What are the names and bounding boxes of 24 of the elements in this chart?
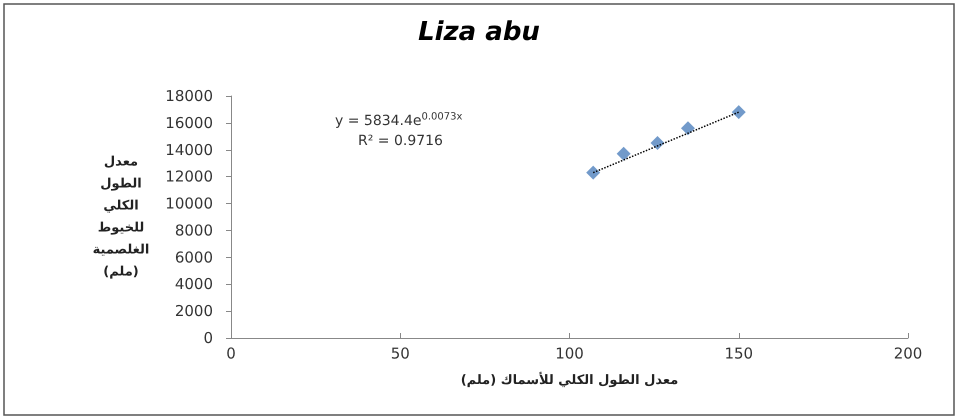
y-tick-label: 16000 [165,114,213,132]
x-tick-label: 150 [724,344,754,362]
x-tick-label: 0 [226,344,236,362]
x-tick-label: 50 [390,344,410,362]
y-tick-label: 12000 [165,168,213,186]
x-tick-label: 100 [555,344,584,362]
y-tick-label: 2000 [174,302,213,320]
chart-title: Liza abu [418,17,540,47]
y-tick-label: 8000 [174,221,213,240]
point [650,136,665,150]
y-tick-label: 4000 [174,275,213,294]
y-tick-label: 0 [203,329,213,347]
point [586,166,600,180]
y-tick-label: 14000 [165,140,213,159]
point [616,146,631,161]
y-tick-label: 18000 [165,87,213,105]
y-tick-label: 6000 [174,248,213,266]
annotation: R² = 0.9716 [358,133,444,149]
point [732,105,746,120]
y-axis-title: معدل الطول الكلي للخيوط الغلصمية (ملم) [92,154,150,280]
point [680,121,695,136]
y-tick-label: 10000 [165,194,213,213]
x-tick-label: 200 [894,344,922,362]
x-axis-title: معدل الطول الكلي للأسماك (ملم) [460,371,678,388]
